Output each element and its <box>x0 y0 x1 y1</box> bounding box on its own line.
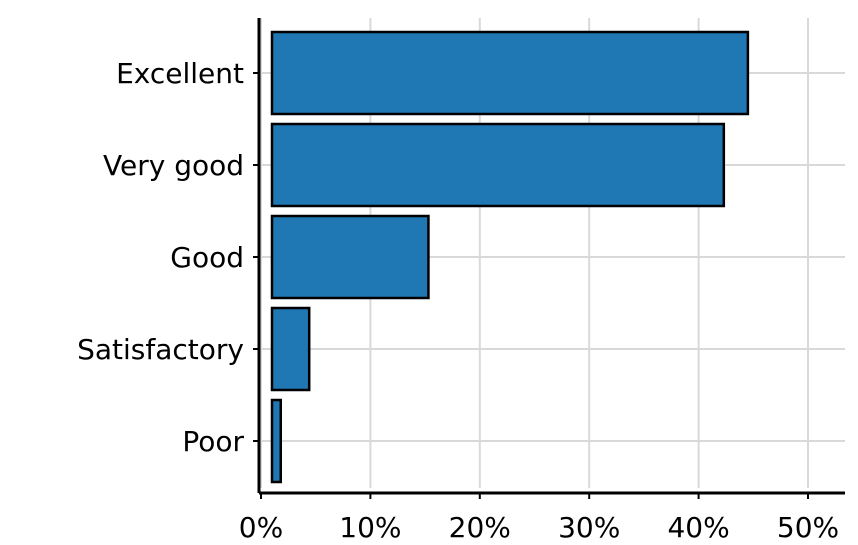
category-label: Very good <box>103 149 244 182</box>
bar <box>270 398 283 484</box>
bar <box>270 30 750 116</box>
bar <box>270 122 726 208</box>
x-tick-label: 30% <box>558 511 620 544</box>
category-label: Good <box>170 241 244 274</box>
category-label: Satisfactory <box>77 333 244 366</box>
x-tick-label: 10% <box>339 511 401 544</box>
bar <box>270 214 430 300</box>
x-tick-label: 40% <box>667 511 729 544</box>
category-label: Excellent <box>116 57 244 90</box>
bars <box>270 30 750 484</box>
bar <box>270 306 311 392</box>
category-label: Poor <box>182 425 244 458</box>
x-tick-label: 50% <box>777 511 839 544</box>
x-tick-label: 0% <box>239 511 283 544</box>
x-tick-label: 20% <box>449 511 511 544</box>
tick-labels: 0% 10% 20% 30% 40% 50% Excellent Very good Good S… <box>77 57 839 544</box>
axes <box>253 18 845 499</box>
